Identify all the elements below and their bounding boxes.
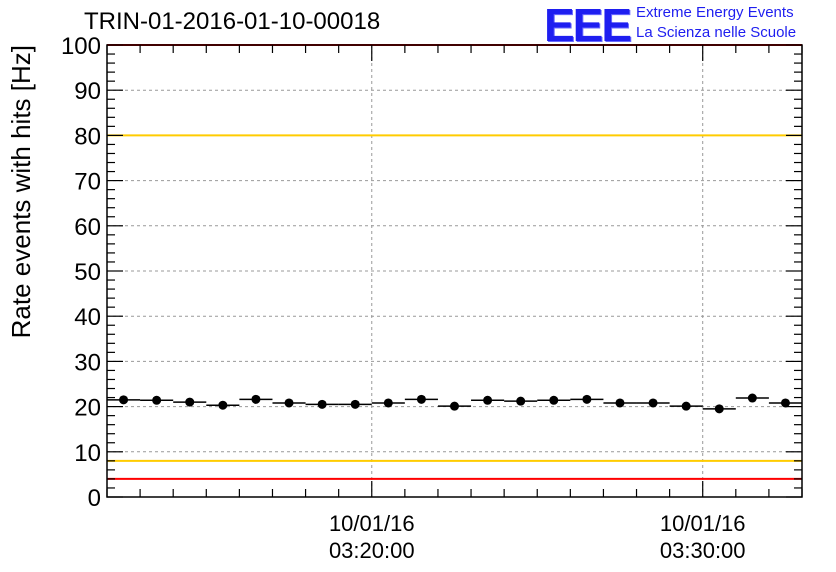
- y-tick-label: 0: [88, 485, 101, 512]
- data-point: [350, 399, 360, 409]
- data-point: [218, 400, 228, 410]
- reference-lines: [107, 44, 802, 480]
- data-point: [185, 397, 195, 407]
- x-tick-label-date: 10/01/16: [660, 511, 746, 536]
- data-point: [450, 401, 459, 411]
- data-point: [317, 399, 327, 409]
- y-tick-label: 10: [74, 440, 101, 467]
- x-tick-label-date: 10/01/16: [329, 511, 415, 536]
- logo-subtitle-1: Extreme Energy Events: [636, 4, 794, 21]
- data-point: [416, 394, 426, 404]
- chart-title: TRIN-01-2016-01-10-00018: [84, 8, 381, 35]
- data-point: [284, 398, 294, 408]
- data-point: [483, 395, 493, 405]
- data-point: [119, 395, 129, 405]
- logo-subtitle-2: La Scienza nelle Scuole: [636, 24, 797, 41]
- data-point: [681, 401, 691, 411]
- data-point: [714, 404, 724, 414]
- data-point: [251, 394, 261, 404]
- data-point: [549, 395, 559, 405]
- data-point: [383, 398, 393, 408]
- data-point: [152, 395, 162, 405]
- data-points: [107, 393, 802, 414]
- y-axis-label: Rate events with hits [Hz]: [6, 45, 36, 338]
- data-point: [780, 398, 790, 408]
- y-tick-label: 40: [74, 304, 101, 331]
- y-tick-label: 100: [61, 33, 101, 60]
- data-point: [582, 394, 592, 404]
- y-tick-label: 20: [74, 395, 101, 422]
- x-tick-label-time: 03:30:00: [660, 538, 746, 563]
- x-tick-label-time: 03:20:00: [329, 538, 415, 563]
- grid-lines: [107, 45, 802, 497]
- axes: 010203040506070809010010/01/1603:20:0010…: [61, 33, 803, 563]
- y-tick-label: 60: [74, 214, 101, 241]
- y-tick-label: 80: [74, 123, 101, 150]
- data-point: [516, 396, 526, 406]
- data-point: [615, 398, 625, 408]
- data-point: [747, 393, 757, 403]
- eee-logo: EEE Extreme Energy Events La Scienza nel…: [544, 0, 834, 51]
- y-tick-label: 30: [74, 349, 101, 376]
- eee-logo-mark: EEE: [544, 0, 632, 51]
- y-tick-label: 70: [74, 169, 101, 196]
- data-point: [648, 398, 658, 408]
- y-tick-label: 50: [74, 259, 101, 286]
- y-tick-label: 90: [74, 78, 101, 105]
